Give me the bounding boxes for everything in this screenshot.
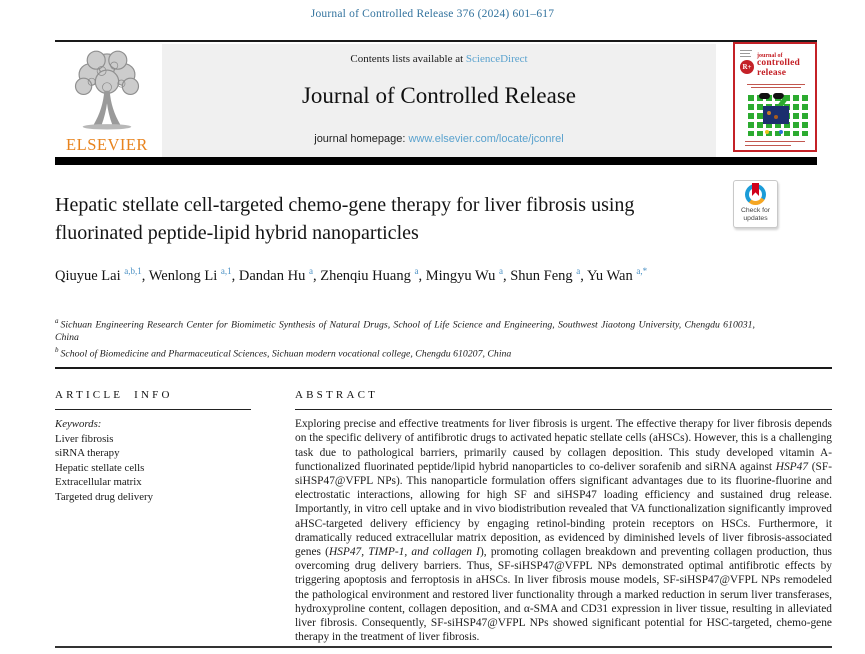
journal-title: Journal of Controlled Release — [301, 83, 576, 108]
affiliation-marker: a — [55, 317, 59, 325]
author: Dandan Hu a, — [238, 266, 321, 284]
affiliation-text: School of Biomedicine and Pharmaceutical… — [60, 348, 512, 360]
keyword: Hepatic stellate cells — [55, 461, 145, 474]
author: Mingyu Wu a, — [425, 266, 511, 284]
cover-artwork-shape — [773, 93, 784, 99]
article-info-heading: ARTICLE INFO — [55, 389, 173, 401]
journal-cover-thumbnail[interactable]: R+ journal of controlled release — [733, 42, 817, 152]
author: Zhenqiu Huang a, — [320, 266, 426, 284]
sciencedirect-link[interactable]: ScienceDirect — [465, 53, 528, 65]
abstract-segment: Exploring precise and effective treatmen… — [295, 418, 832, 473]
abstract-rule — [295, 409, 832, 411]
badge-text-line2: updates — [743, 215, 768, 222]
author-name: Qiuyue Lai — [55, 267, 121, 284]
abstract-text: Exploring precise and effective treatmen… — [295, 417, 832, 644]
keyword: Liver fibrosis — [55, 432, 114, 445]
author-separator: , — [580, 267, 584, 284]
elsevier-tree-icon — [74, 50, 140, 130]
cover-logo-icon: R+ — [740, 60, 754, 74]
author: Yu Wan a,* — [587, 266, 648, 284]
abstract-segment: (SF-siHSP47@VFPL NPs). This nanoparticle… — [295, 460, 832, 559]
cover-decorative-line — [740, 53, 750, 54]
affiliation: b School of Biomedicine and Pharmaceutica… — [55, 344, 755, 360]
author-name: Shun Feng — [510, 267, 573, 284]
badge-text-line1: Check for — [740, 207, 771, 214]
author-affiliation-link[interactable]: a,1 — [220, 266, 232, 276]
cover-decorative-line — [745, 145, 791, 146]
author-affiliation-link[interactable]: a — [498, 266, 503, 276]
article-title: Hepatic stellate cell-targeted chemo-gen… — [55, 194, 635, 244]
author-affiliation-link[interactable]: a — [576, 266, 581, 276]
check-for-updates-badge[interactable]: Check for updates — [733, 180, 778, 228]
cover-decorative-line — [740, 56, 751, 57]
masthead-bottom-rule — [55, 157, 817, 165]
keyword: Extracellular matrix — [55, 476, 142, 489]
abstract-segment-italic: HSP47 — [775, 460, 809, 473]
contents-line: Contents lists available at ScienceDirec… — [162, 53, 716, 65]
article-info-rule — [55, 409, 251, 411]
cover-decorative-line — [751, 87, 801, 88]
author: Wenlong Li a,1, — [148, 266, 239, 284]
keyword: Targeted drug delivery — [55, 490, 153, 503]
crossmark-icon — [745, 183, 766, 205]
author-name: Yu Wan — [587, 267, 633, 284]
cover-artwork-dot — [779, 130, 783, 134]
cover-title: journal of controlled release — [757, 53, 800, 78]
cover-title-line3: release — [757, 67, 787, 78]
masthead-top-rule — [55, 40, 817, 42]
homepage-link[interactable]: www.elsevier.com/locate/jconrel — [408, 133, 564, 145]
author-name: Wenlong Li — [148, 267, 218, 284]
cover-decorative-line — [747, 84, 805, 85]
cover-title-line2: controlled — [757, 58, 800, 68]
author: Qiuyue Lai a,b,1, — [55, 266, 149, 284]
author-affiliation-link[interactable]: a,* — [636, 266, 648, 276]
cover-artwork-dot — [767, 111, 771, 115]
affiliation-text: Sichuan Engineering Research Center for … — [55, 319, 755, 344]
keyword: siRNA therapy — [55, 447, 120, 460]
abstract-segment: ), promoting collagen breakdown and prev… — [295, 546, 832, 644]
author-separator: , — [141, 267, 149, 284]
affiliation-list: a Sichuan Engineering Research Center for… — [55, 315, 755, 361]
cover-decorative-line — [740, 50, 752, 51]
cover-artwork-panel — [763, 106, 789, 124]
section-divider-rule — [55, 367, 832, 369]
contents-text: Contents lists available at — [350, 53, 466, 65]
homepage-line: journal homepage: www.elsevier.com/locat… — [162, 133, 716, 145]
cover-artwork-dot — [765, 130, 769, 134]
elsevier-wordmark: ELSEVIER — [66, 135, 148, 154]
abstract-section: ABSTRACT Exploring precise and effective… — [295, 389, 832, 644]
author-affiliation-link[interactable]: a — [414, 266, 419, 276]
cover-artwork-shape — [759, 93, 770, 99]
author-separator: , — [231, 267, 239, 284]
author-list: Qiuyue Lai a,b,1, Wenlong Li a,1, Dandan… — [55, 260, 755, 288]
affiliation-marker: b — [55, 346, 59, 355]
abstract-heading: ABSTRACT — [295, 389, 379, 401]
homepage-label: journal homepage: — [314, 133, 409, 145]
author: Shun Feng a, — [510, 266, 584, 284]
article-info-section: ARTICLE INFO Keywords: Liver fibrosis si… — [55, 389, 251, 504]
author-affiliation-link[interactable]: a,b,1 — [124, 266, 142, 276]
elsevier-logo[interactable]: ELSEVIER — [55, 44, 159, 156]
author-name: Mingyu Wu — [425, 267, 496, 284]
cover-decorative-line — [745, 141, 805, 142]
author-affiliation-link[interactable]: a — [308, 266, 313, 276]
cover-artwork — [745, 92, 809, 136]
author-separator: , — [312, 267, 321, 284]
author-name: Dandan Hu — [238, 267, 306, 284]
cover-title-line1: journal of — [757, 53, 783, 59]
keywords-label: Keywords: — [55, 418, 102, 431]
badge-text: Check for updates — [734, 207, 777, 223]
author-name: Zhenqiu Huang — [320, 267, 411, 284]
author-separator: , — [418, 267, 426, 284]
abstract-segment-italic: HSP47, TIMP-1, and collagen I — [328, 546, 480, 559]
affiliation: a Sichuan Engineering Research Center for… — [55, 315, 755, 344]
page-bottom-rule — [55, 646, 832, 648]
journal-banner: Contents lists available at ScienceDirec… — [162, 44, 716, 157]
crossmark-bookmark-icon — [752, 183, 759, 196]
cover-artwork-dot — [774, 115, 778, 119]
citation-link[interactable]: Journal of Controlled Release 376 (2024)… — [310, 8, 555, 20]
author-separator: , — [502, 267, 511, 284]
